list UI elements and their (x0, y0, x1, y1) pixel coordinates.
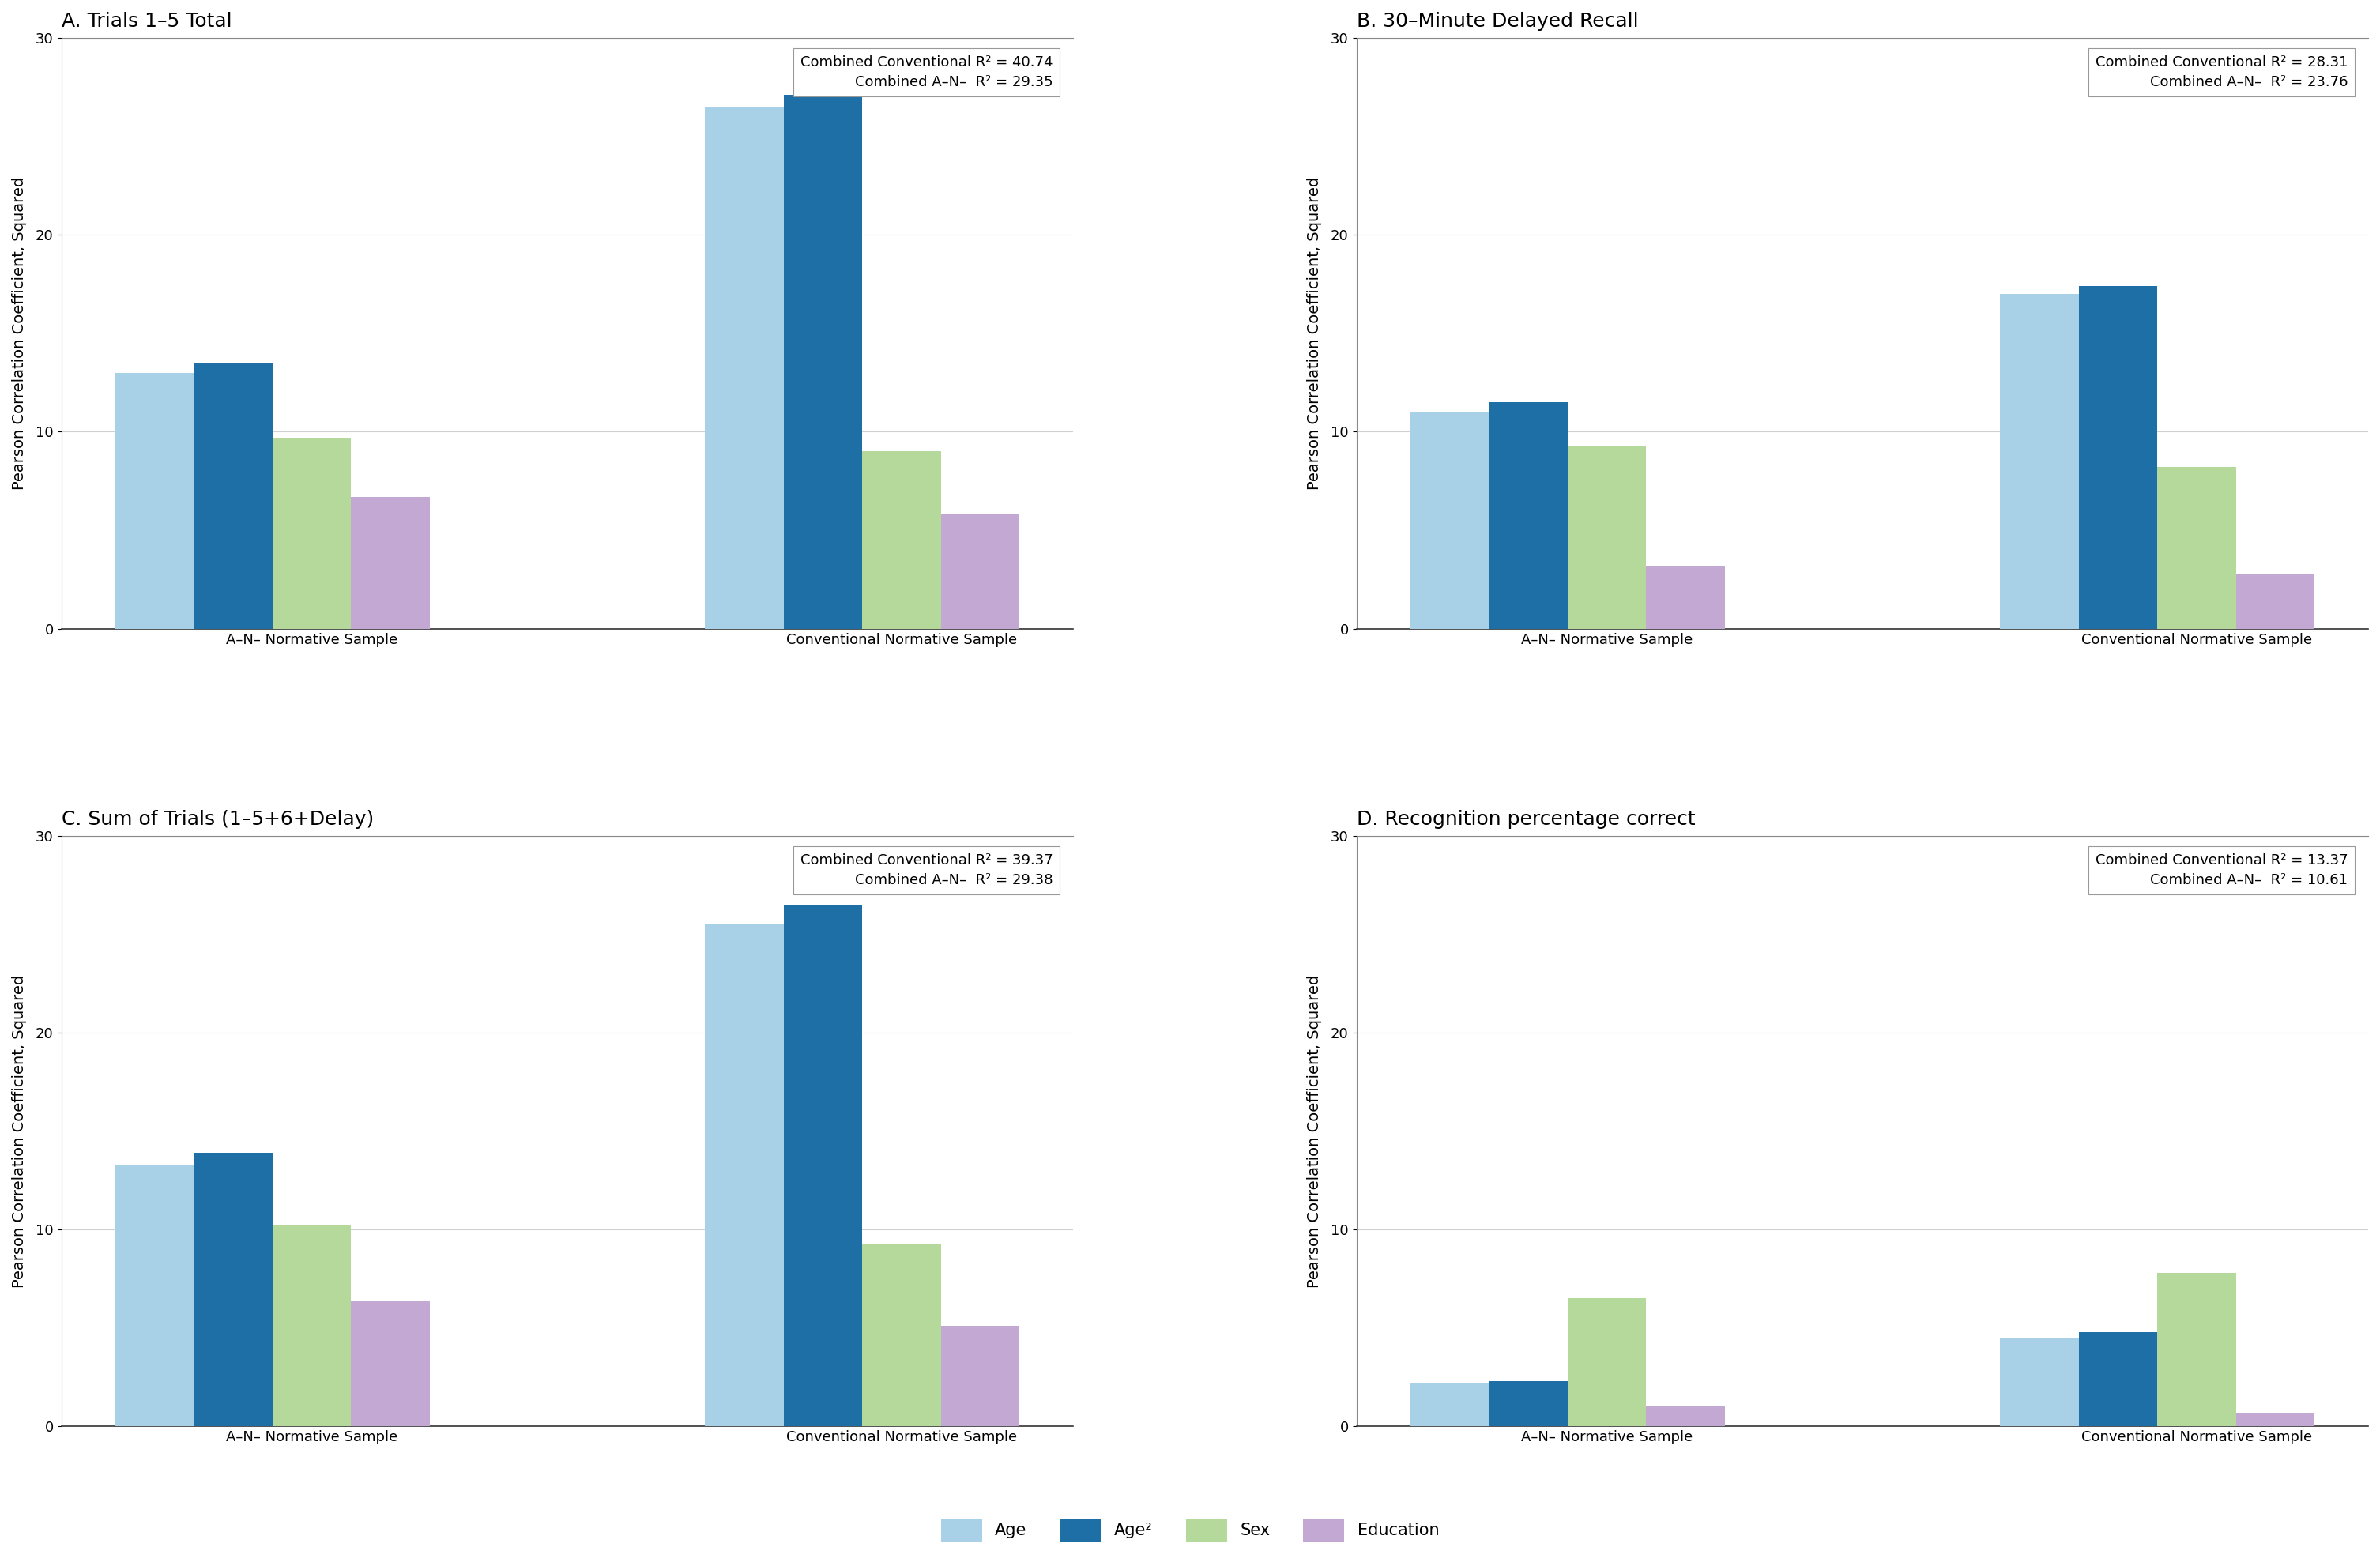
Bar (940, 515, 1019, 628)
Text: Combined Conventional R² = 13.37
Combined A–N–  R² = 10.61: Combined Conventional R² = 13.37 Combine… (2094, 853, 2349, 888)
Text: D. Recognition percentage correct: D. Recognition percentage correct (1357, 810, 1695, 828)
Text: Combined Conventional R² = 39.37
Combined A–N–  R² = 29.38: Combined Conventional R² = 39.37 Combine… (800, 853, 1052, 888)
Bar (783, 905, 862, 1427)
Bar (350, 496, 428, 628)
Bar (271, 1226, 350, 1427)
Y-axis label: Pearson Correlation Coefficient, Squared: Pearson Correlation Coefficient, Squared (12, 974, 26, 1287)
Bar (2235, 1413, 2313, 1427)
Y-axis label: Pearson Correlation Coefficient, Squared: Pearson Correlation Coefficient, Squared (12, 177, 26, 490)
Bar (862, 1243, 940, 1427)
Bar (1568, 446, 1647, 628)
Text: B. 30–Minute Delayed Recall: B. 30–Minute Delayed Recall (1357, 13, 1637, 31)
Bar (1409, 412, 1488, 628)
Bar (704, 924, 783, 1427)
Text: C. Sum of Trials (1–5+6+Delay): C. Sum of Trials (1–5+6+Delay) (62, 810, 374, 828)
Bar (2235, 573, 2313, 628)
Y-axis label: Pearson Correlation Coefficient, Squared: Pearson Correlation Coefficient, Squared (1307, 974, 1321, 1287)
Y-axis label: Pearson Correlation Coefficient, Squared: Pearson Correlation Coefficient, Squared (1307, 177, 1321, 490)
Bar (1568, 1298, 1647, 1427)
Bar (1488, 1381, 1568, 1427)
Bar (1999, 294, 2078, 628)
Bar (940, 1326, 1019, 1427)
Text: A. Trials 1–5 Total: A. Trials 1–5 Total (62, 13, 231, 31)
Bar (2078, 1333, 2156, 1427)
Bar (271, 437, 350, 628)
Bar (862, 451, 940, 628)
Bar (114, 373, 193, 628)
Bar (1647, 565, 1725, 628)
Text: Combined Conventional R² = 40.74
Combined A–N–  R² = 29.35: Combined Conventional R² = 40.74 Combine… (800, 55, 1052, 89)
Bar (2156, 1273, 2235, 1427)
Bar (783, 96, 862, 628)
Bar (1999, 1337, 2078, 1427)
Bar (1488, 402, 1568, 628)
Bar (1647, 1406, 1725, 1427)
Bar (114, 1165, 193, 1427)
Bar (1409, 1383, 1488, 1427)
Bar (193, 1153, 271, 1427)
Bar (350, 1300, 428, 1427)
Bar (704, 106, 783, 628)
Text: Combined Conventional R² = 28.31
Combined A–N–  R² = 23.76: Combined Conventional R² = 28.31 Combine… (2094, 55, 2349, 89)
Bar (2078, 287, 2156, 628)
Legend: Age, Age², Sex, Education: Age, Age², Sex, Education (933, 1510, 1447, 1550)
Bar (2156, 467, 2235, 628)
Bar (193, 363, 271, 628)
